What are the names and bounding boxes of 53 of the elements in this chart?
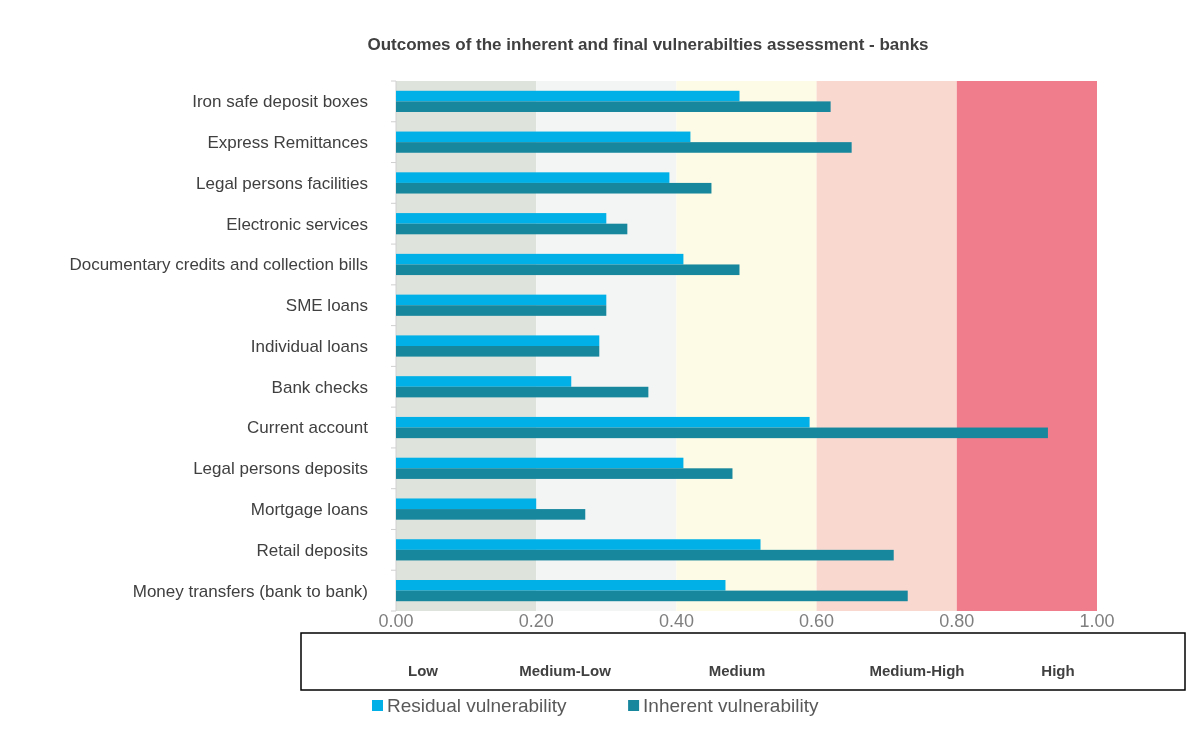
bar: [396, 294, 607, 306]
bar: [396, 223, 628, 235]
y-tick-label: Current account: [247, 418, 369, 438]
bar: [396, 305, 607, 316]
y-tick-label: Documentary credits and collection bills: [69, 255, 368, 275]
text: Low: [408, 661, 439, 679]
bar: [396, 580, 726, 591]
y-tick-label: Money transfers (bank to bank): [132, 581, 368, 601]
y-tick-label: Express Remittances: [207, 133, 368, 153]
text: Medium-High: [869, 661, 965, 679]
y-tick-label: Individual loans: [250, 336, 368, 356]
y-tick-label: Retail deposits: [256, 540, 368, 560]
x-tick-label: 0.40: [658, 611, 694, 631]
legend-label: Inherent vulnerability: [643, 695, 819, 716]
bar: [396, 213, 607, 224]
bar: [396, 182, 712, 194]
bar: [396, 264, 740, 276]
bar: [396, 468, 733, 479]
chart-title: Outcomes of the inherent and final vulnerabilties assessment - banks: [367, 35, 929, 54]
y-tick-label: Mortgage loans: [250, 500, 368, 520]
bar: [396, 376, 572, 387]
x-tick-label: 0.80: [939, 611, 975, 631]
bar: [396, 509, 586, 520]
bar: [396, 386, 649, 398]
y-tick-label: Legal persons deposits: [193, 459, 368, 479]
bar: [396, 131, 691, 143]
x-tick-label: 0.60: [799, 611, 835, 631]
y-tick-label: Iron safe deposit boxes: [192, 92, 368, 112]
y-tick-label: Electronic services: [226, 214, 368, 234]
x-tick-label: 1.00: [1079, 611, 1115, 631]
bar: [396, 549, 894, 561]
text: High: [1041, 661, 1075, 679]
bar: [396, 253, 684, 265]
bar: [396, 427, 1048, 439]
bar: [396, 172, 670, 183]
bar: [396, 590, 908, 602]
bar: [396, 142, 852, 153]
bar: [396, 90, 740, 102]
bar: [396, 539, 761, 550]
text: Medium: [708, 661, 766, 679]
bar: [396, 346, 600, 357]
bar: [396, 498, 537, 510]
x-tick-label: 0.00: [378, 611, 414, 631]
y-tick-label: Legal persons facilities: [196, 173, 368, 193]
bar: [396, 457, 684, 469]
bar: [396, 335, 600, 346]
y-tick-label: SME loans: [285, 296, 368, 316]
bar: [396, 416, 810, 428]
x-tick-label: 0.20: [518, 611, 554, 631]
legend-label: Residual vulnerability: [387, 695, 568, 716]
text: Medium-Low: [519, 661, 612, 679]
y-tick-label: Bank checks: [271, 377, 368, 397]
bar: [396, 101, 831, 112]
